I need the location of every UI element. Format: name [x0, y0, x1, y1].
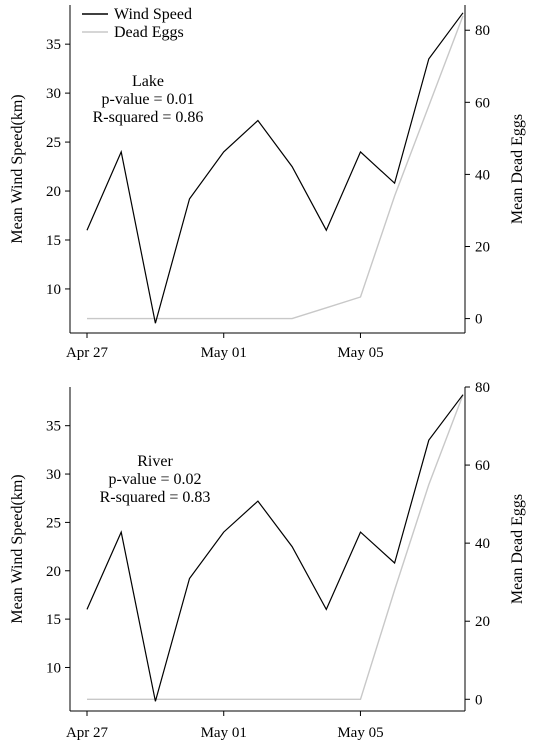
- y2-tick-label: 60: [475, 458, 490, 474]
- x-tick-label: May 01: [201, 345, 247, 361]
- y2-tick-label: 40: [475, 536, 490, 552]
- y2-tick-label: 20: [475, 239, 490, 255]
- dead-eggs-line: [87, 394, 464, 700]
- y2-tick-label: 40: [475, 167, 490, 183]
- y2-tick-label: 60: [475, 95, 490, 111]
- y2-axis-title: Mean Dead Eggs: [509, 494, 526, 604]
- y-tick-label: 10: [46, 282, 61, 298]
- y-axis-title: Mean Wind Speed(km): [9, 94, 26, 243]
- y-tick-label: 35: [46, 419, 61, 435]
- y-tick-label: 25: [46, 135, 61, 151]
- y2-axis-title: Mean Dead Eggs: [509, 114, 526, 224]
- dead-eggs-line: [87, 15, 464, 320]
- x-tick-label: Apr 27: [66, 345, 109, 361]
- annotation-line: R-squared = 0.83: [100, 489, 211, 506]
- y-tick-label: 20: [46, 184, 61, 200]
- x-tick-label: Apr 27: [66, 725, 109, 741]
- y2-tick-label: 80: [475, 380, 490, 396]
- y2-tick-label: 80: [475, 23, 490, 39]
- annotation-line: R-squared = 0.86: [93, 109, 204, 126]
- y-axis-title: Mean Wind Speed(km): [9, 474, 26, 623]
- annotation-line: p-value = 0.01: [102, 91, 195, 108]
- legend-label: Dead Eggs: [114, 24, 184, 41]
- y-tick-label: 20: [46, 564, 61, 580]
- y-tick-label: 30: [46, 86, 61, 102]
- y-tick-label: 15: [46, 233, 61, 249]
- x-tick-label: May 05: [337, 725, 383, 741]
- annotation-line: Lake: [132, 73, 164, 90]
- y-tick-label: 30: [46, 467, 61, 483]
- annotation-line: p-value = 0.02: [109, 471, 202, 488]
- x-tick-label: May 01: [201, 725, 247, 741]
- y-tick-label: 25: [46, 515, 61, 531]
- chart-panel-1: 10 15 20 25 30 35 0 20 40 60 80 Apr 27 May 01 May 05 M…: [9, 5, 526, 361]
- y-tick-label: 10: [46, 660, 61, 676]
- chart-panel-2: 10 15 20 25 30 35 0 20 40 60 80 Apr 27 May 01 May 05 M…: [9, 380, 526, 741]
- wind-speed-line: [86, 12, 464, 324]
- y-tick-label: 35: [46, 37, 61, 53]
- x-tick-label: May 05: [337, 345, 383, 361]
- wind-speed-line: [86, 394, 464, 702]
- y-tick-label: 15: [46, 612, 61, 628]
- y2-tick-label: 0: [475, 312, 483, 328]
- legend-label: Wind Speed: [114, 6, 192, 23]
- y2-tick-label: 20: [475, 614, 490, 630]
- annotation-line: River: [137, 453, 173, 470]
- y2-tick-label: 0: [475, 692, 483, 708]
